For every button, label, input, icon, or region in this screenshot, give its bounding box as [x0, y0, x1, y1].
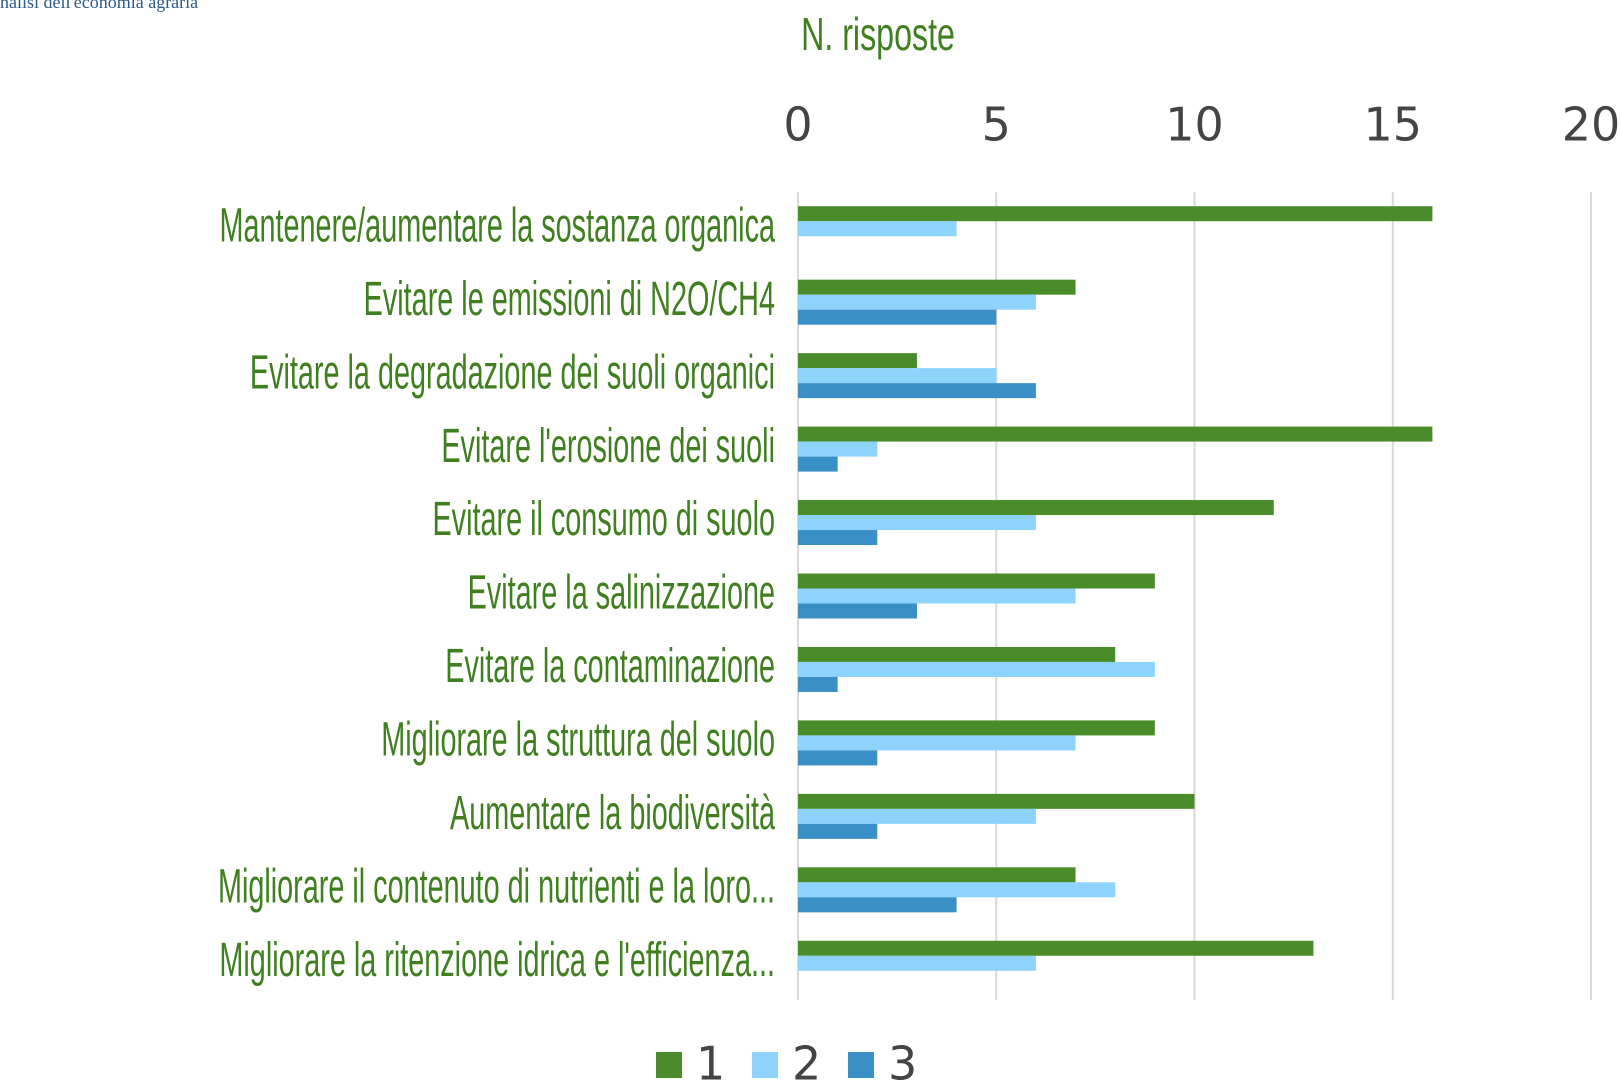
x-tick-label: 20: [1562, 98, 1620, 152]
category-label: Evitare la degradazione dei suoli organi…: [250, 346, 775, 399]
bar: [798, 206, 1433, 222]
bar: [798, 750, 878, 766]
bar: [798, 882, 1116, 898]
bar: [798, 573, 1155, 589]
category-labels: Mantenere/aumentare la sostanza organica…: [218, 199, 776, 987]
category-label: Migliorare il contenuto di nutrienti e l…: [218, 860, 775, 913]
bar: [798, 456, 838, 472]
bar: [798, 588, 1076, 604]
bar: [798, 368, 997, 384]
x-tick-label: 15: [1363, 98, 1422, 152]
bar: [798, 426, 1433, 442]
x-tick-label: 10: [1165, 98, 1224, 152]
bar: [798, 441, 878, 457]
bar: [798, 603, 917, 619]
category-label: Mantenere/aumentare la sostanza organica: [220, 199, 776, 252]
axis-title: N. risposte: [801, 10, 955, 61]
bar: [798, 661, 1155, 677]
bar: [798, 500, 1274, 516]
bar: [798, 735, 1076, 751]
legend-swatch: [848, 1052, 874, 1078]
bar: [798, 353, 917, 369]
bar: [798, 808, 1036, 824]
bar: [798, 383, 1036, 399]
legend-swatch: [752, 1052, 778, 1078]
bar: [798, 646, 1116, 662]
category-label: Migliorare la ritenzione idrica e l'effi…: [219, 934, 775, 987]
bar: [798, 897, 957, 913]
bar: [798, 221, 957, 237]
bar: [798, 294, 1036, 310]
bar: [798, 793, 1195, 809]
bar: [798, 867, 1076, 883]
bar: [798, 530, 878, 546]
x-tick-label: 5: [982, 98, 1011, 152]
legend-label: 2: [792, 1037, 821, 1086]
legend-label: 1: [696, 1037, 725, 1086]
category-label: Evitare l'erosione dei suoli: [441, 419, 775, 472]
bar: [798, 279, 1076, 295]
category-label: Aumentare la biodiversità: [450, 787, 776, 840]
bar: [798, 309, 997, 325]
category-label: Evitare la contaminazione: [445, 640, 775, 693]
bar: [798, 955, 1036, 971]
category-label: Evitare il consumo di suolo: [432, 493, 775, 546]
legend-label: 3: [888, 1037, 917, 1086]
logo-text: nalisi dell'economia agraria: [0, 0, 198, 12]
category-label: Evitare la salinizzazione: [468, 566, 775, 619]
bar: [798, 676, 838, 692]
bar: [798, 515, 1036, 531]
legend-swatch: [656, 1052, 682, 1078]
bar: [798, 940, 1314, 956]
bar: [798, 720, 1155, 736]
category-label: Evitare le emissioni di N2O/CH4: [364, 272, 775, 325]
bar: [798, 823, 878, 839]
x-tick-label: 0: [783, 98, 812, 152]
category-label: Migliorare la struttura del suolo: [381, 713, 775, 766]
